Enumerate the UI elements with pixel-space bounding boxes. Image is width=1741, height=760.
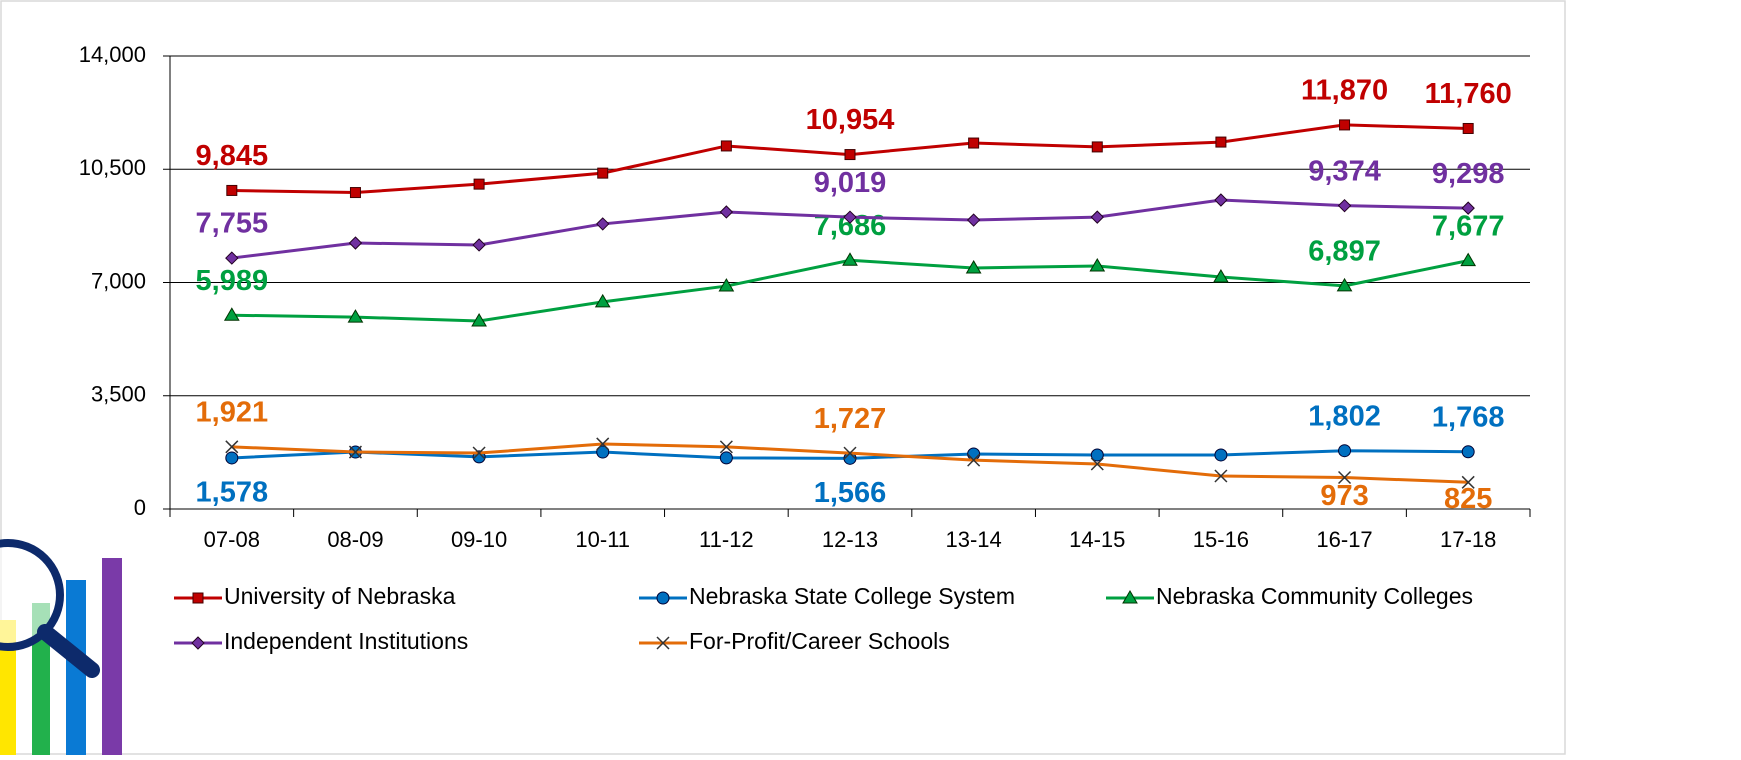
x-tick-label: 14-15 — [1069, 527, 1125, 552]
data-label: 1,727 — [814, 403, 887, 435]
legend-item: Nebraska State College System — [639, 583, 1015, 609]
x-tick-label: 13-14 — [945, 527, 1001, 552]
data-point — [1339, 445, 1351, 457]
data-point — [1216, 137, 1226, 147]
x-tick-label: 07-08 — [204, 527, 260, 552]
data-point — [720, 452, 732, 464]
x-tick-label: 11-12 — [699, 527, 754, 552]
data-label: 1,802 — [1308, 400, 1381, 432]
x-tick-label: 15-16 — [1193, 527, 1249, 552]
data-label: 9,019 — [814, 167, 887, 199]
data-point — [845, 150, 855, 160]
x-tick-label: 16-17 — [1316, 527, 1372, 552]
y-tick-label: 7,000 — [91, 268, 146, 293]
data-label: 7,677 — [1432, 210, 1505, 242]
data-label: 9,374 — [1308, 155, 1381, 187]
data-point — [968, 448, 980, 460]
data-point — [721, 141, 731, 151]
x-tick-label: 12-13 — [822, 527, 878, 552]
legend-label: Nebraska State College System — [689, 583, 1015, 609]
data-point — [1215, 449, 1227, 461]
data-point — [1462, 446, 1474, 458]
y-tick-label: 14,000 — [79, 42, 146, 67]
legend-label: Nebraska Community Colleges — [1156, 583, 1473, 609]
data-point — [598, 168, 608, 178]
data-label: 1,921 — [196, 396, 269, 428]
data-label: 973 — [1320, 480, 1368, 512]
x-tick-label: 10-11 — [575, 527, 630, 552]
legend-label: Independent Institutions — [224, 628, 468, 654]
legend-label: For-Profit/Career Schools — [689, 628, 950, 654]
data-label: 10,954 — [806, 104, 895, 136]
y-tick-label: 10,500 — [79, 155, 146, 180]
legend-marker — [657, 592, 669, 604]
data-point — [1463, 123, 1473, 133]
data-point — [1092, 142, 1102, 152]
data-label: 1,566 — [814, 477, 887, 509]
data-label: 11,760 — [1425, 78, 1512, 110]
data-label: 11,870 — [1301, 75, 1388, 107]
chart: 0 3,500 7,000 10,500 14,000 07-08 08-09 09-10 10… — [0, 0, 1741, 755]
data-point — [350, 188, 360, 198]
data-point — [474, 179, 484, 189]
data-point — [969, 138, 979, 148]
y-tick-label: 0 — [134, 495, 146, 520]
y-tick-label: 3,500 — [91, 382, 146, 407]
x-tick-label: 09-10 — [451, 527, 507, 552]
legend-item: Nebraska Community Colleges — [1106, 583, 1473, 609]
x-tick-label: 08-09 — [327, 527, 383, 552]
data-label: 1,768 — [1432, 401, 1505, 433]
x-tick-label: 17-18 — [1440, 527, 1496, 552]
data-label: 7,755 — [196, 208, 269, 240]
data-label: 5,989 — [196, 265, 269, 297]
data-label: 825 — [1444, 483, 1492, 515]
data-label: 6,897 — [1308, 235, 1381, 267]
legend-label: University of Nebraska — [224, 583, 456, 609]
data-point — [1340, 120, 1350, 130]
data-label: 1,578 — [196, 477, 269, 509]
data-label: 9,298 — [1432, 158, 1505, 190]
data-label: 9,845 — [196, 140, 269, 172]
data-point — [227, 185, 237, 195]
data-point — [226, 452, 238, 464]
legend-marker — [193, 593, 203, 603]
